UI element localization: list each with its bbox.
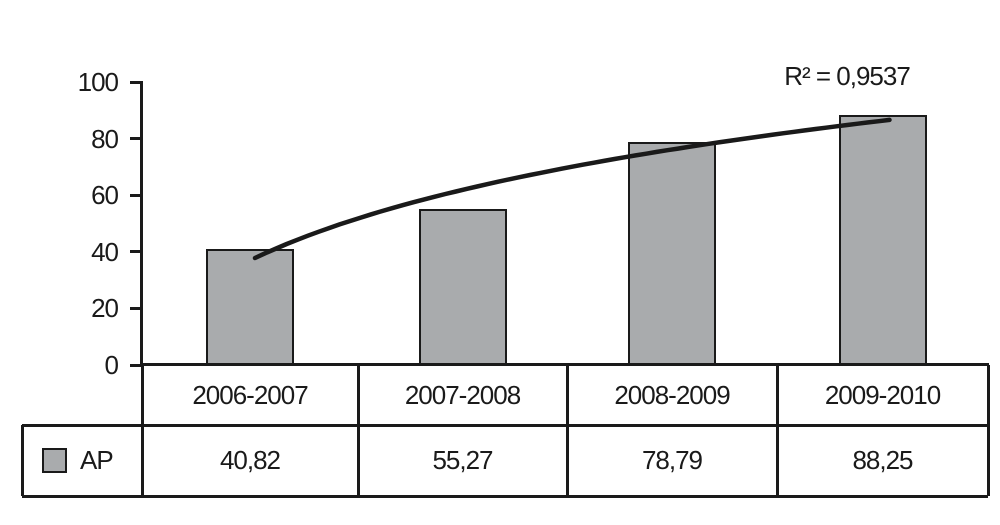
value-cell-2008-2009: 78,79	[641, 445, 703, 475]
grid-vline	[775, 425, 779, 496]
grid-vline	[140, 365, 144, 425]
x-axis-line	[140, 363, 989, 366]
y-tick-label: 20	[91, 293, 119, 324]
grid-vline	[565, 425, 569, 496]
bar-2006-2007	[206, 249, 294, 365]
grid-vline	[356, 425, 360, 496]
y-tick-label: 60	[91, 180, 119, 211]
y-axis-line	[140, 81, 143, 366]
y-tick-mark	[130, 306, 142, 310]
y-tick-mark	[130, 363, 142, 367]
grid-vline	[775, 365, 779, 425]
legend-swatch-ap	[42, 448, 67, 473]
y-tick-mark	[130, 193, 142, 197]
category-cell-2009-2010: 2009-2010	[824, 379, 941, 410]
y-tick-label: 40	[91, 236, 119, 267]
grid-vline	[986, 365, 990, 425]
category-cell-2007-2008: 2007-2008	[404, 379, 521, 410]
category-cell-2008-2009: 2008-2009	[614, 379, 730, 410]
grid-vline	[565, 365, 569, 425]
r-squared-label: R² = 0,9537	[784, 61, 911, 91]
value-cell-2006-2007: 40,82	[219, 445, 281, 475]
y-tick-label: 0	[104, 350, 119, 380]
legend-label-ap: AP	[80, 445, 114, 475]
y-tick-mark	[130, 80, 142, 84]
trendline-curve	[252, 117, 892, 261]
bar-2008-2009	[628, 142, 716, 365]
value-cell-2009-2010: 88,25	[852, 445, 913, 475]
y-tick-label: 100	[77, 67, 119, 97]
grid-hline	[22, 494, 988, 498]
grid-vline	[140, 425, 144, 496]
bar-2009-2010	[838, 115, 927, 365]
grid-vline	[356, 365, 360, 425]
grid-hline	[22, 423, 988, 427]
bar-2007-2008	[418, 208, 507, 365]
grid-vline	[20, 425, 24, 496]
y-tick-mark	[130, 250, 142, 254]
grid-vline	[986, 425, 990, 496]
y-tick-mark	[130, 137, 142, 141]
category-cell-2006-2007: 2006-2007	[192, 379, 308, 410]
y-tick-label: 80	[91, 123, 119, 154]
value-cell-2007-2008: 55,27	[432, 445, 493, 475]
